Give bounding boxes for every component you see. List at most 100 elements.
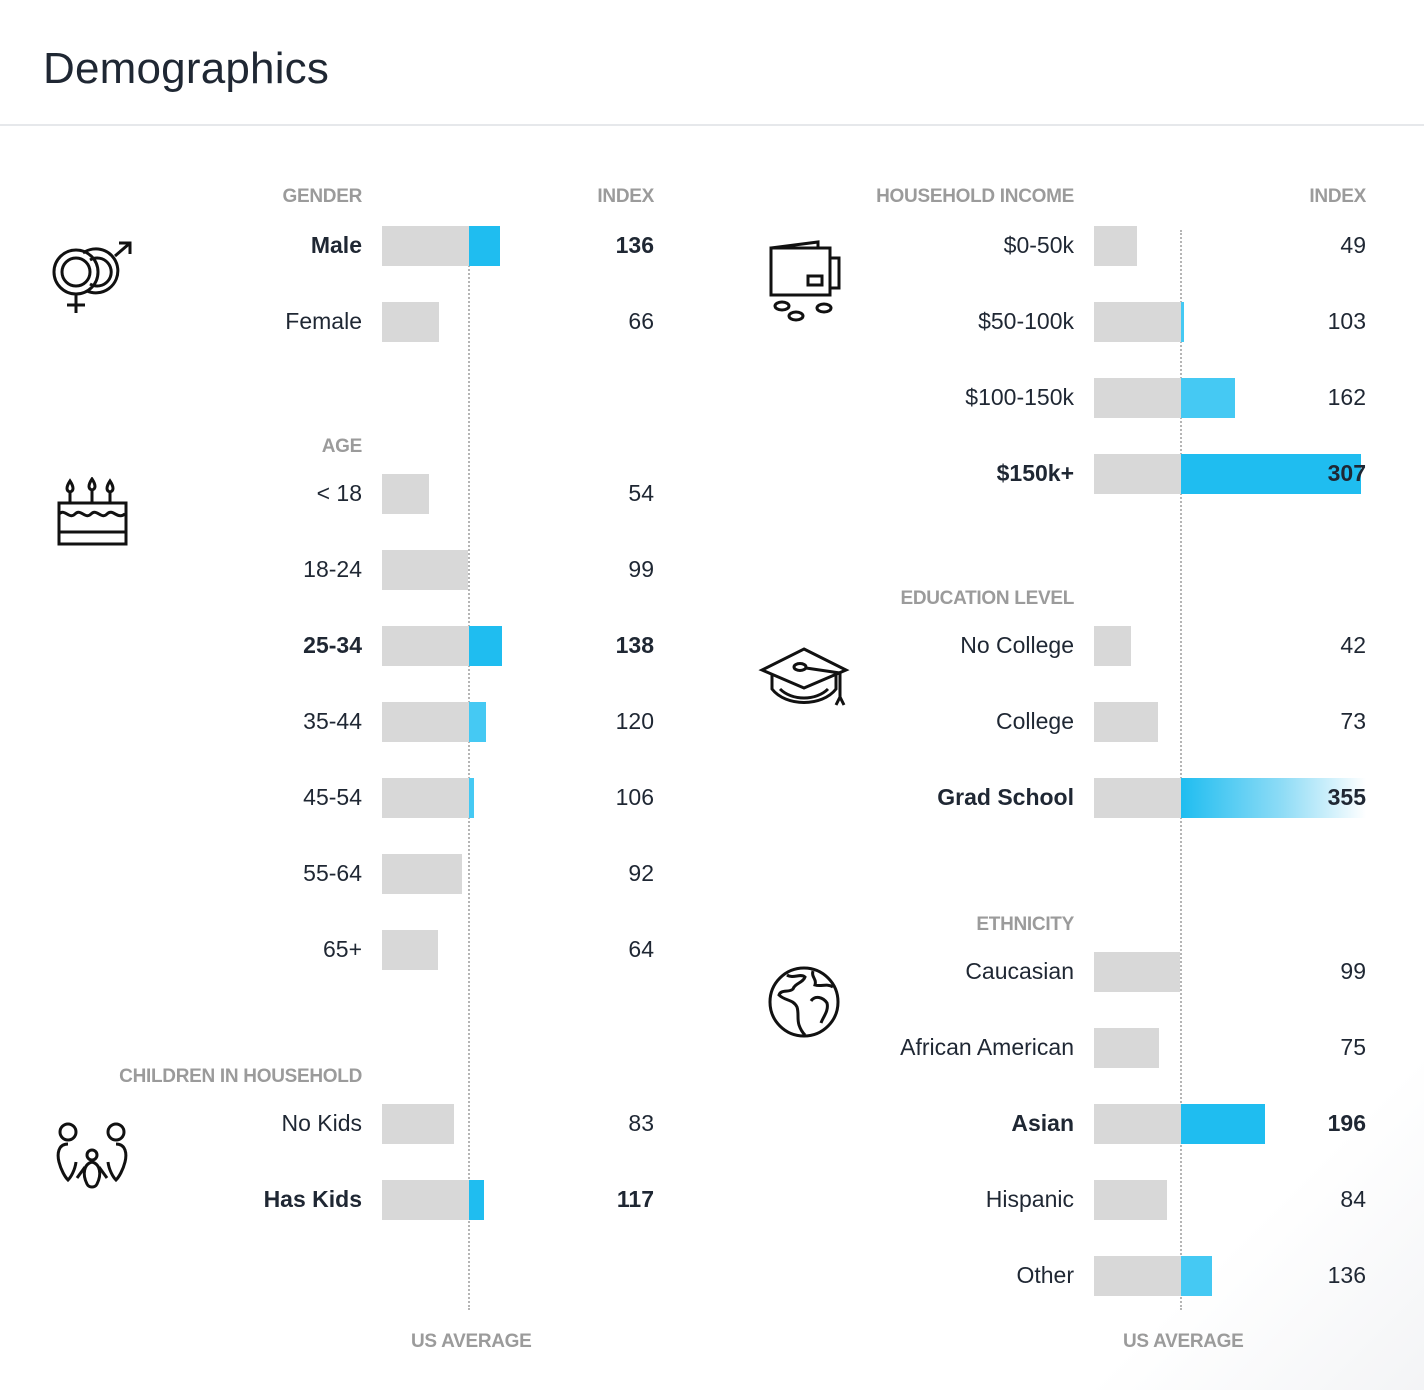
- bar-base: [382, 778, 469, 818]
- bar-above-average: [469, 1180, 484, 1220]
- bar-row: 18-24 99: [0, 550, 712, 590]
- index-value: 162: [1327, 384, 1366, 410]
- index-value: 83: [628, 1110, 654, 1136]
- index-value: 92: [628, 860, 654, 886]
- index-value: 120: [615, 708, 654, 734]
- index-value: 106: [615, 784, 654, 810]
- bar-base: [382, 1104, 454, 1144]
- bar-row: $100-150k 162: [712, 378, 1424, 418]
- bar-row: College 73: [712, 702, 1424, 742]
- index-value: 103: [1327, 308, 1366, 334]
- us-average-label: US AVERAGE: [411, 1331, 532, 1352]
- category-label: 55-64: [303, 860, 362, 886]
- bar-row: 45-54 106: [0, 778, 712, 818]
- bar-base: [382, 302, 439, 342]
- index-value: 73: [1340, 708, 1366, 734]
- bar-row: Caucasian 99: [712, 952, 1424, 992]
- section-heading: CHILDREN IN HOUSEHOLD: [119, 1066, 362, 1087]
- bar-base: [382, 226, 469, 266]
- index-value: 136: [615, 232, 654, 258]
- index-value: 49: [1340, 232, 1366, 258]
- index-value: 138: [615, 632, 654, 658]
- index-value: 84: [1340, 1186, 1366, 1212]
- category-label: 45-54: [303, 784, 362, 810]
- section-heading: EDUCATION LEVEL: [900, 588, 1074, 609]
- bar-base: [382, 1180, 469, 1220]
- bar-row: 25-34 138: [0, 626, 712, 666]
- bar-above-average: [1181, 454, 1361, 494]
- bar-base: [1094, 1256, 1181, 1296]
- index-value: 42: [1340, 632, 1366, 658]
- category-label: Has Kids: [263, 1186, 362, 1212]
- index-value: 355: [1327, 784, 1366, 810]
- left-chart-panel: INDEX US AVERAGE GENDER Male 136 Female 66 AG…: [0, 126, 712, 1390]
- index-value: 99: [1340, 958, 1366, 984]
- index-value: 307: [1327, 460, 1366, 486]
- bar-row: $0-50k 49: [712, 226, 1424, 266]
- right-chart-panel: INDEX US AVERAGE HOUSEHOLD INCOME $0-50k 4…: [712, 126, 1424, 1390]
- bar-base: [382, 702, 469, 742]
- category-label: 35-44: [303, 708, 362, 734]
- bar-base: [1094, 702, 1158, 742]
- bar-base: [1094, 1180, 1167, 1220]
- category-label: Female: [285, 308, 362, 334]
- us-average-line: [1180, 230, 1182, 1310]
- index-value: 99: [628, 556, 654, 582]
- category-label: Male: [310, 232, 362, 258]
- bar-row: Hispanic 84: [712, 1180, 1424, 1220]
- bar-above-average: [1181, 1104, 1265, 1144]
- bar-row: 35-44 120: [0, 702, 712, 742]
- category-label: 65+: [322, 936, 362, 962]
- bar-row: African American 75: [712, 1028, 1424, 1068]
- bar-row: 65+ 64: [0, 930, 712, 970]
- bar-base: [382, 930, 438, 970]
- category-label: No Kids: [281, 1110, 362, 1136]
- category-label: Caucasian: [965, 958, 1074, 984]
- section-heading: AGE: [321, 436, 363, 457]
- family-icon: [54, 1122, 132, 1192]
- bar-row: Male 136: [0, 226, 712, 266]
- bar-base: [1094, 952, 1180, 992]
- bar-above-average: [469, 226, 500, 266]
- globe-icon: [767, 965, 841, 1039]
- page-title: Demographics: [43, 44, 330, 93]
- index-value: 64: [628, 936, 654, 962]
- page-header: Demographics: [0, 0, 1424, 126]
- index-header: INDEX: [1309, 186, 1366, 207]
- category-label: No College: [960, 632, 1074, 658]
- bar-row: No Kids 83: [0, 1104, 712, 1144]
- wallet-icon: [768, 240, 848, 326]
- category-label: $0-50k: [1003, 232, 1074, 258]
- bar-base: [1094, 1104, 1181, 1144]
- bar-base: [1094, 226, 1137, 266]
- bar-row: Grad School 355: [712, 778, 1424, 818]
- section-heading: HOUSEHOLD INCOME: [876, 186, 1074, 207]
- category-label: Asian: [1011, 1110, 1074, 1136]
- category-label: 18-24: [303, 556, 362, 582]
- bar-above-average: [1181, 778, 1366, 818]
- birthday-cake-icon: [55, 477, 130, 549]
- category-label: < 18: [316, 480, 362, 506]
- index-value: 54: [628, 480, 654, 506]
- bar-base: [382, 854, 462, 894]
- us-average-label: US AVERAGE: [1123, 1331, 1244, 1352]
- bar-base: [1094, 302, 1181, 342]
- category-label: Other: [1016, 1262, 1074, 1288]
- bar-above-average: [1181, 1256, 1212, 1296]
- graduation-cap-icon: [758, 645, 850, 707]
- category-label: $100-150k: [965, 384, 1074, 410]
- bar-row: Other 136: [712, 1256, 1424, 1296]
- category-label: College: [996, 708, 1074, 734]
- bar-base: [382, 474, 429, 514]
- bar-row: Asian 196: [712, 1104, 1424, 1144]
- bar-base: [1094, 454, 1181, 494]
- bar-base: [1094, 1028, 1159, 1068]
- gender-icon: [50, 240, 140, 320]
- index-value: 117: [616, 1186, 654, 1212]
- category-label: $150k+: [996, 460, 1074, 486]
- bar-row: No College 42: [712, 626, 1424, 666]
- index-header: INDEX: [597, 186, 654, 207]
- bar-row: $150k+ 307: [712, 454, 1424, 494]
- section-heading: GENDER: [282, 186, 363, 207]
- bar-base: [382, 550, 468, 590]
